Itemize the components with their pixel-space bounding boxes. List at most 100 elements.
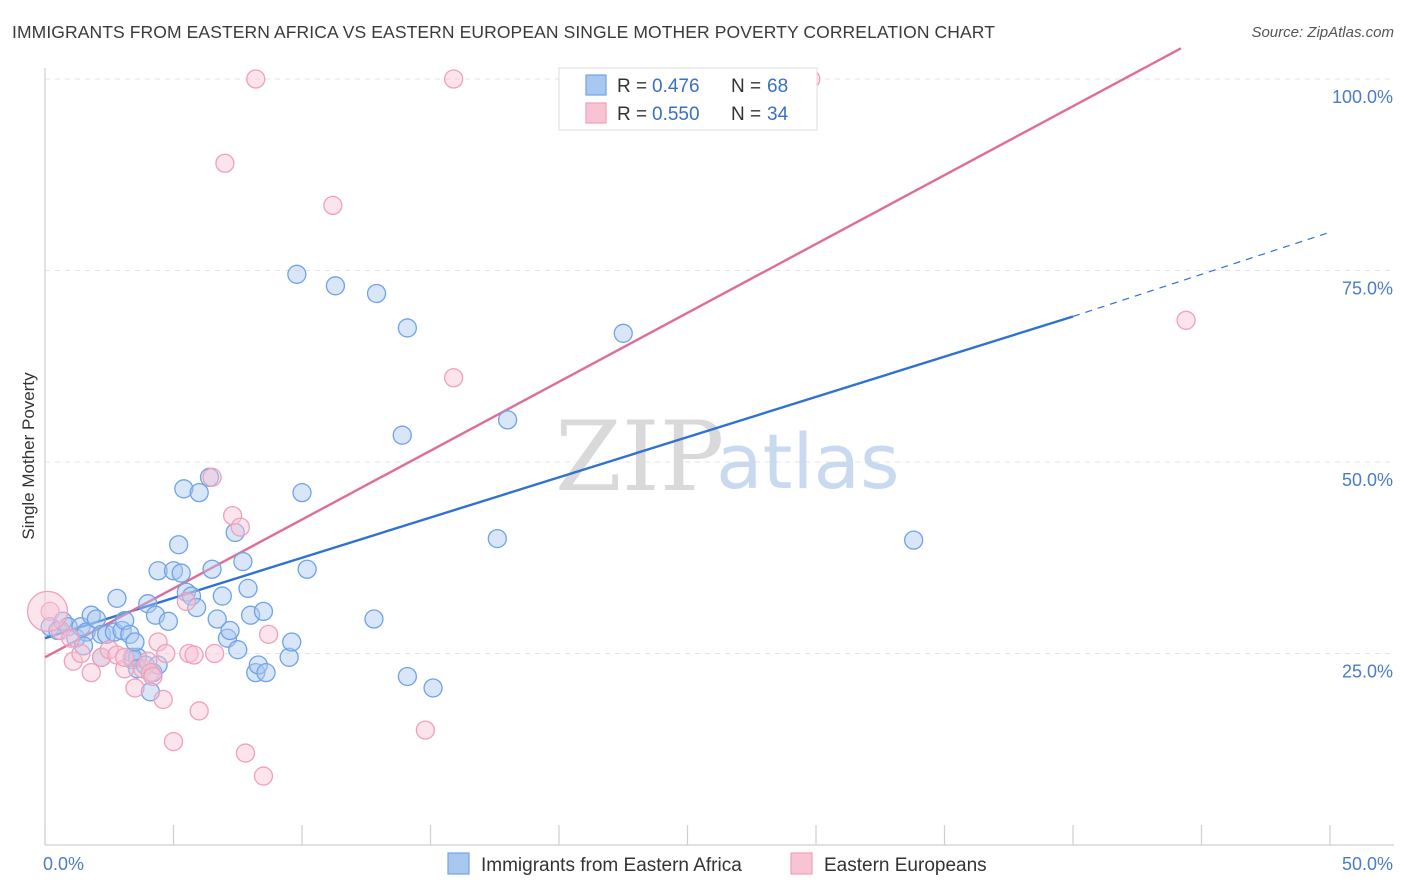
legend-n-value: 68	[767, 76, 788, 97]
point-eastern-europeans	[323, 195, 343, 216]
point-eastern-africa	[325, 276, 346, 296]
point-eastern-africa	[487, 528, 507, 549]
point-eastern-africa	[212, 586, 232, 606]
trend-line-0	[44, 315, 1074, 640]
point-eastern-africa	[397, 666, 418, 687]
point-eastern-africa	[253, 601, 274, 622]
point-eastern-africa	[138, 594, 158, 614]
point-eastern-africa	[225, 522, 245, 543]
point-eastern-africa	[233, 551, 253, 572]
point-eastern-europeans	[230, 517, 250, 537]
legend-r-label: R =	[617, 104, 647, 125]
point-eastern-africa	[397, 318, 418, 338]
chart-source: Source: ZipAtlas.com	[1251, 24, 1394, 41]
point-eastern-africa	[181, 586, 202, 606]
watermark-atlas: atlas	[716, 417, 900, 506]
point-eastern-europeans	[176, 591, 197, 612]
point-eastern-europeans	[258, 624, 279, 644]
point-eastern-africa	[163, 561, 184, 581]
point-eastern-europeans	[138, 651, 158, 671]
y-tick-label: 50.0%	[1342, 470, 1393, 490]
point-eastern-africa	[364, 609, 384, 629]
point-eastern-africa	[97, 624, 117, 644]
legend-n-value: 34	[767, 104, 789, 125]
point-eastern-europeans	[189, 701, 209, 721]
point-eastern-africa	[125, 632, 145, 652]
legend-r-label: R =	[617, 76, 647, 97]
point-eastern-europeans	[253, 766, 274, 786]
chart-title: IMMIGRANTS FROM EASTERN AFRICA VS EASTER…	[12, 22, 995, 42]
point-eastern-europeans	[202, 467, 222, 487]
point-eastern-africa	[171, 563, 191, 583]
point-eastern-europeans	[215, 153, 235, 173]
point-eastern-europeans	[143, 666, 163, 687]
watermark: ZIP atlas	[555, 401, 900, 513]
point-eastern-africa	[256, 663, 276, 683]
watermark-zip: ZIP	[555, 401, 724, 513]
point-eastern-africa	[248, 655, 268, 675]
point-eastern-africa	[228, 640, 248, 660]
point-eastern-europeans	[415, 720, 436, 740]
point-eastern-africa	[613, 323, 633, 343]
legend: R = 0.476 N = 68 R = 0.550 N = 34	[558, 67, 818, 131]
point-eastern-europeans	[163, 731, 184, 752]
legend-n-label: N =	[731, 76, 761, 97]
point-eastern-europeans	[222, 505, 243, 526]
point-eastern-europeans	[81, 663, 101, 683]
point-eastern-europeans	[148, 632, 168, 652]
x-tick-label: 0.0%	[43, 854, 84, 874]
bottom-legend-label-0: Immigrants from Eastern Africa	[481, 855, 742, 876]
point-eastern-europeans-large	[26, 590, 69, 633]
point-eastern-africa	[174, 479, 194, 499]
x-tick-label: 50.0%	[1342, 854, 1393, 874]
legend-swatch-1	[585, 102, 607, 124]
data-points	[26, 69, 1196, 786]
point-eastern-africa	[282, 632, 302, 652]
point-eastern-africa	[186, 597, 207, 618]
point-eastern-africa	[246, 663, 266, 683]
point-eastern-africa	[423, 678, 443, 698]
trend-line-1	[44, 47, 1182, 659]
point-eastern-europeans	[156, 643, 176, 664]
point-eastern-africa	[168, 535, 189, 555]
point-eastern-africa	[392, 425, 412, 445]
y-axis-label: Single Mother Poverty	[19, 372, 38, 540]
point-eastern-europeans	[63, 651, 83, 671]
point-eastern-europeans	[204, 643, 225, 664]
point-eastern-africa	[148, 561, 168, 581]
point-eastern-europeans	[153, 689, 173, 710]
legend-swatch-0	[585, 74, 607, 96]
point-eastern-africa	[497, 410, 518, 430]
point-eastern-africa	[297, 559, 317, 579]
y-tick-label: 100.0%	[1332, 87, 1393, 107]
point-eastern-europeans	[443, 368, 464, 388]
point-eastern-africa	[202, 559, 222, 579]
trend-lines	[44, 47, 1331, 659]
point-eastern-africa	[107, 588, 127, 608]
point-eastern-europeans	[125, 678, 145, 698]
point-eastern-africa	[207, 609, 227, 629]
point-eastern-europeans	[443, 69, 464, 89]
legend-r-value: 0.476	[652, 76, 700, 97]
legend-r-value: 0.550	[652, 104, 700, 125]
point-eastern-europeans	[91, 647, 112, 667]
point-eastern-africa	[86, 609, 107, 629]
point-eastern-europeans	[246, 69, 266, 89]
y-tick-label: 25.0%	[1342, 662, 1393, 682]
point-eastern-africa	[238, 578, 258, 599]
bottom-legend-swatch-0	[447, 852, 470, 875]
point-eastern-africa	[366, 283, 387, 304]
point-eastern-europeans	[61, 628, 81, 648]
point-eastern-africa	[189, 482, 209, 503]
point-eastern-europeans	[40, 601, 60, 622]
bottom-legend-label-1: Eastern Europeans	[824, 855, 987, 876]
tick-labels: 25.0% 50.0% 75.0% 100.0% 0.0% 50.0%	[43, 87, 1393, 874]
point-eastern-africa	[904, 530, 924, 550]
legend-n-label: N =	[731, 104, 761, 125]
point-eastern-africa	[220, 620, 240, 641]
bottom-legend: Immigrants from Eastern Africa Eastern Eu…	[447, 852, 987, 876]
point-eastern-europeans	[235, 743, 256, 763]
point-eastern-europeans	[1176, 310, 1196, 330]
point-eastern-africa	[158, 611, 179, 631]
